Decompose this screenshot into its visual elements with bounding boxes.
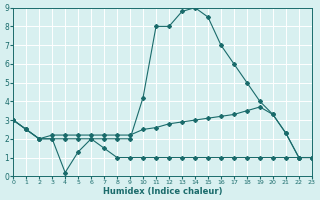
X-axis label: Humidex (Indice chaleur): Humidex (Indice chaleur) — [103, 187, 222, 196]
